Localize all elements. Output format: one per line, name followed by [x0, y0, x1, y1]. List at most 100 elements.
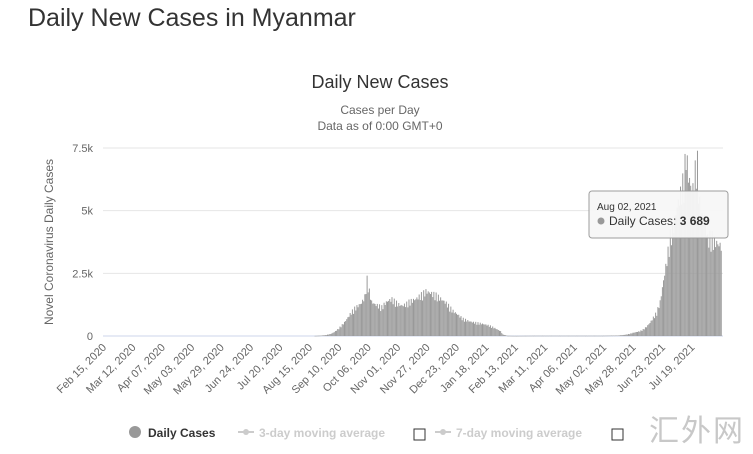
bar — [458, 314, 460, 336]
legend: Daily Cases 3-day moving average 7-day m… — [129, 426, 624, 441]
bar — [677, 199, 679, 336]
bar — [634, 332, 636, 336]
bar — [650, 320, 652, 336]
bar — [428, 292, 430, 336]
bar — [319, 335, 321, 337]
bar — [557, 335, 559, 337]
bar — [661, 287, 663, 336]
legend-marker-3-day — [243, 429, 249, 435]
bar — [698, 203, 700, 336]
bar — [332, 332, 334, 336]
bar — [423, 290, 425, 336]
bar — [584, 335, 586, 337]
bar — [589, 335, 591, 337]
bar — [552, 335, 554, 337]
bar — [479, 322, 481, 336]
bar — [474, 323, 476, 336]
bar — [639, 331, 641, 336]
bar — [527, 335, 529, 337]
legend-checkbox-3-day[interactable] — [413, 428, 426, 441]
bar — [696, 150, 698, 336]
bar — [343, 321, 345, 336]
bar — [484, 324, 486, 336]
bar — [686, 155, 688, 336]
bar — [394, 306, 396, 336]
bar — [577, 335, 579, 337]
legend-item-3-day-average[interactable]: 3-day moving average — [238, 426, 426, 441]
legend-checkbox-7-day[interactable] — [611, 428, 624, 441]
bar — [517, 335, 519, 337]
bar — [370, 299, 372, 336]
bar — [399, 306, 401, 336]
bar — [323, 335, 325, 336]
bar — [512, 335, 514, 337]
bar — [383, 302, 385, 336]
bar — [445, 301, 447, 336]
bar — [555, 335, 557, 337]
bar — [316, 335, 318, 337]
bar — [658, 308, 660, 336]
bar — [455, 313, 457, 336]
bar — [406, 301, 408, 336]
bar — [612, 335, 614, 337]
bar — [689, 177, 691, 336]
bar — [657, 307, 659, 336]
bar — [414, 300, 416, 336]
bar — [528, 335, 530, 337]
bar — [551, 335, 553, 337]
bar — [315, 335, 317, 337]
bar — [606, 335, 608, 337]
bar — [452, 309, 454, 336]
bar — [594, 335, 596, 337]
bar — [446, 307, 448, 336]
bar — [620, 335, 622, 336]
bar — [663, 280, 665, 336]
bar — [411, 302, 413, 336]
bar — [345, 321, 347, 336]
bar — [461, 320, 463, 336]
bar — [336, 330, 338, 336]
bar — [629, 334, 631, 336]
bar — [579, 335, 581, 337]
bar — [715, 247, 717, 336]
bar — [565, 335, 567, 337]
bar — [692, 183, 694, 336]
bar — [511, 335, 513, 337]
bar — [396, 300, 398, 336]
bar — [468, 321, 470, 336]
bar — [536, 335, 538, 337]
bar — [713, 236, 715, 336]
bar — [586, 335, 588, 337]
bar — [664, 275, 666, 336]
bar — [700, 220, 702, 336]
bar — [329, 334, 331, 336]
bar — [673, 232, 675, 336]
bar — [653, 318, 655, 336]
bar — [337, 329, 339, 336]
bar — [668, 256, 670, 336]
tooltip-label: Daily Cases — [609, 214, 673, 228]
legend-item-daily-cases[interactable]: Daily Cases — [129, 426, 216, 440]
y-tick-label: 5k — [81, 206, 93, 218]
bar — [616, 335, 618, 337]
bar — [672, 222, 674, 336]
legend-item-7-day-average[interactable]: 7-day moving average — [435, 426, 624, 441]
bar — [386, 301, 388, 336]
bar — [339, 326, 341, 336]
bar — [457, 314, 459, 336]
bar — [367, 292, 369, 336]
bar — [444, 303, 446, 336]
bar — [475, 321, 477, 336]
bar — [442, 300, 444, 336]
bar — [454, 312, 456, 336]
bar — [486, 325, 488, 336]
bar — [384, 305, 386, 336]
bar — [716, 240, 718, 336]
bar — [563, 335, 565, 337]
bar — [460, 316, 462, 336]
bar — [541, 335, 543, 337]
bar — [371, 300, 373, 336]
bar — [346, 319, 348, 336]
bar — [393, 298, 395, 336]
